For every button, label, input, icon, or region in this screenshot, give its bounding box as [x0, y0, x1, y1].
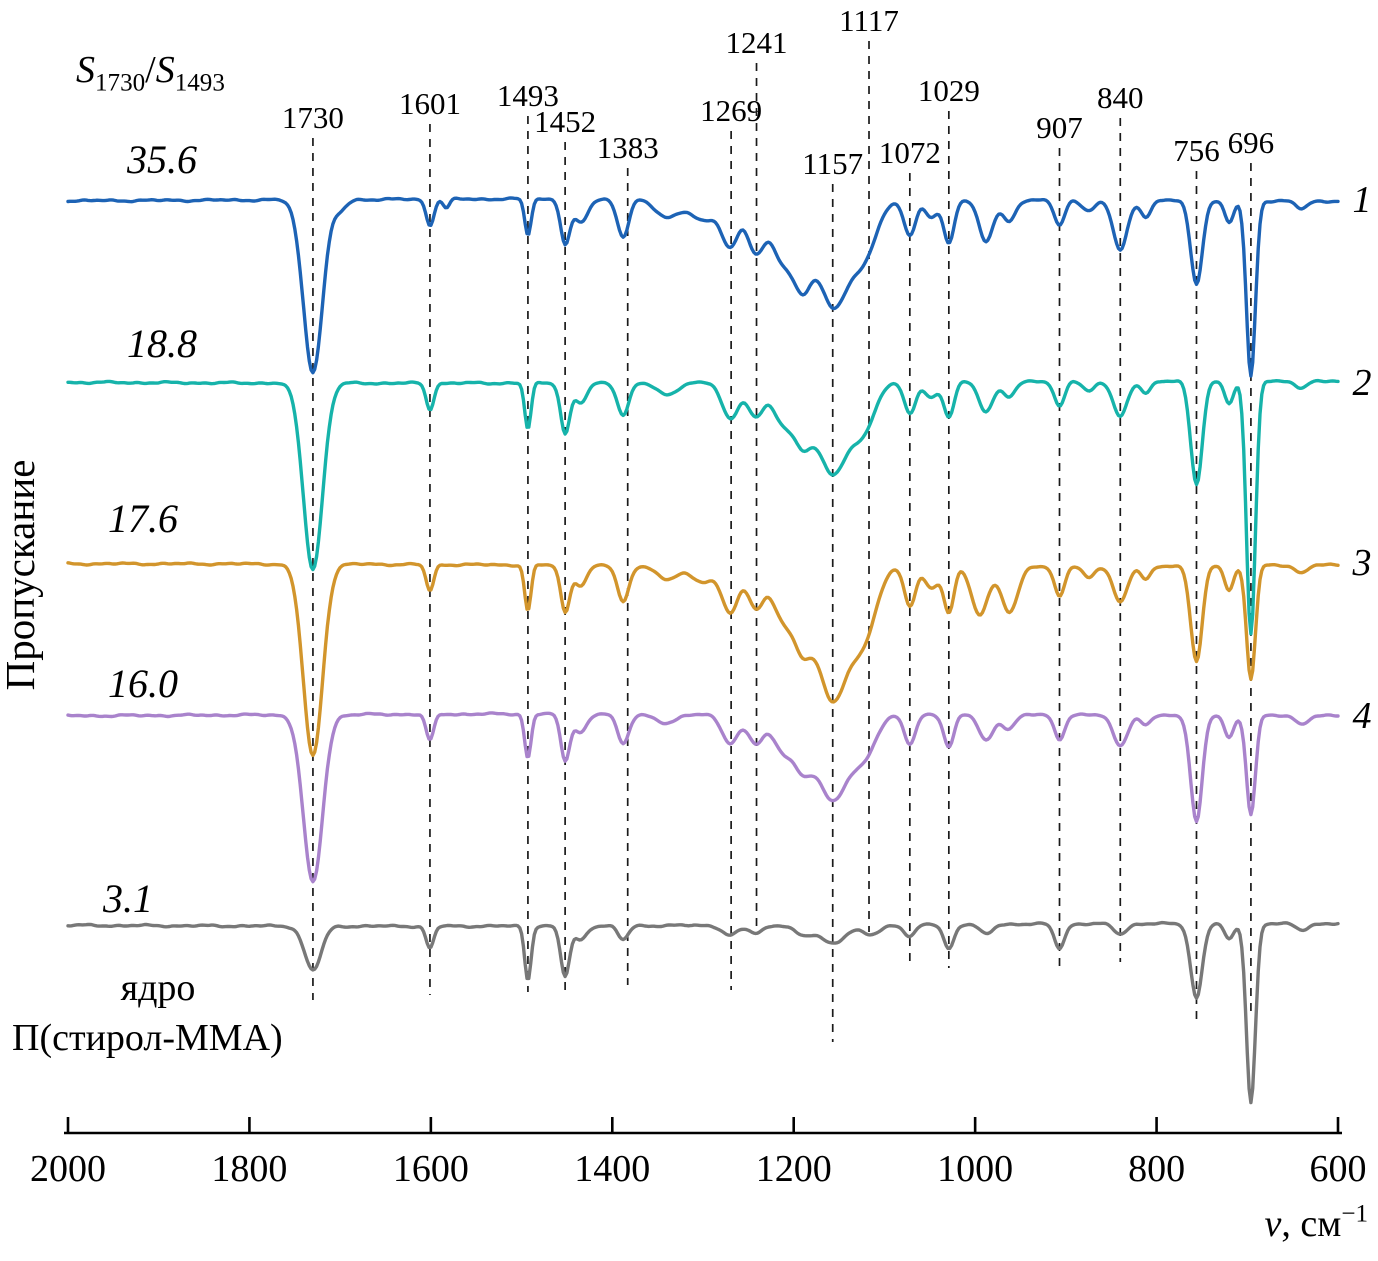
spectrum-curve-4 — [66, 711, 1340, 884]
series-number-2: 2 — [1353, 362, 1372, 404]
series-number-4: 4 — [1353, 695, 1372, 737]
ratio-value-4: 16.0 — [108, 661, 178, 706]
peak-label-1029: 1029 — [918, 73, 980, 108]
x-axis-tick-label-1200: 1200 — [756, 1148, 832, 1190]
ratio-value-1: 35.6 — [126, 137, 197, 182]
peak-label-1269: 1269 — [700, 93, 762, 128]
core-label-line2: П(стирол-ММА) — [12, 1017, 283, 1059]
peak-label-1452: 1452 — [534, 104, 596, 139]
peak-label-907: 907 — [1036, 110, 1083, 145]
core-label-line1: ядро — [121, 967, 196, 1009]
spectrum-curve-3 — [66, 561, 1340, 758]
peak-label-1072: 1072 — [879, 135, 941, 170]
peak-label-1493: 1493 — [497, 78, 559, 113]
ratio-value-2: 18.8 — [127, 321, 197, 366]
peak-label-1601: 1601 — [399, 86, 461, 121]
peak-label-840: 840 — [1097, 80, 1144, 115]
series-number-1: 1 — [1353, 179, 1372, 221]
x-axis-tick-label-1800: 1800 — [211, 1148, 287, 1190]
peak-label-1157: 1157 — [802, 146, 863, 181]
peak-label-696: 696 — [1228, 125, 1275, 160]
spectrum-curve-2 — [66, 378, 1340, 636]
x-axis-tick-label-1000: 1000 — [937, 1148, 1013, 1190]
x-axis-tick-label-1400: 1400 — [574, 1148, 650, 1190]
spectrum-curve-1 — [66, 196, 1340, 378]
ratio-header: S1730/S1493 — [76, 49, 225, 96]
x-axis-tick-label-2000: 2000 — [30, 1148, 106, 1190]
x-axis-tick-label-600: 600 — [1310, 1148, 1367, 1190]
ratio-value-3: 17.6 — [108, 496, 178, 541]
x-axis-tick-label-800: 800 — [1128, 1148, 1185, 1190]
spectrum-curve-core — [66, 920, 1340, 1105]
peak-label-1383: 1383 — [597, 130, 659, 165]
peak-label-756: 756 — [1173, 133, 1220, 168]
peak-label-1730: 1730 — [282, 100, 344, 135]
x-axis-tick-label-1600: 1600 — [393, 1148, 469, 1190]
series-number-3: 3 — [1352, 542, 1372, 584]
ratio-value-core: 3.1 — [102, 876, 153, 921]
x-axis-title: ν, см−1 — [1265, 1201, 1368, 1245]
peak-label-1117: 1117 — [839, 3, 899, 38]
y-axis-title: Пропускание — [0, 460, 43, 691]
peak-label-1241: 1241 — [726, 25, 788, 60]
